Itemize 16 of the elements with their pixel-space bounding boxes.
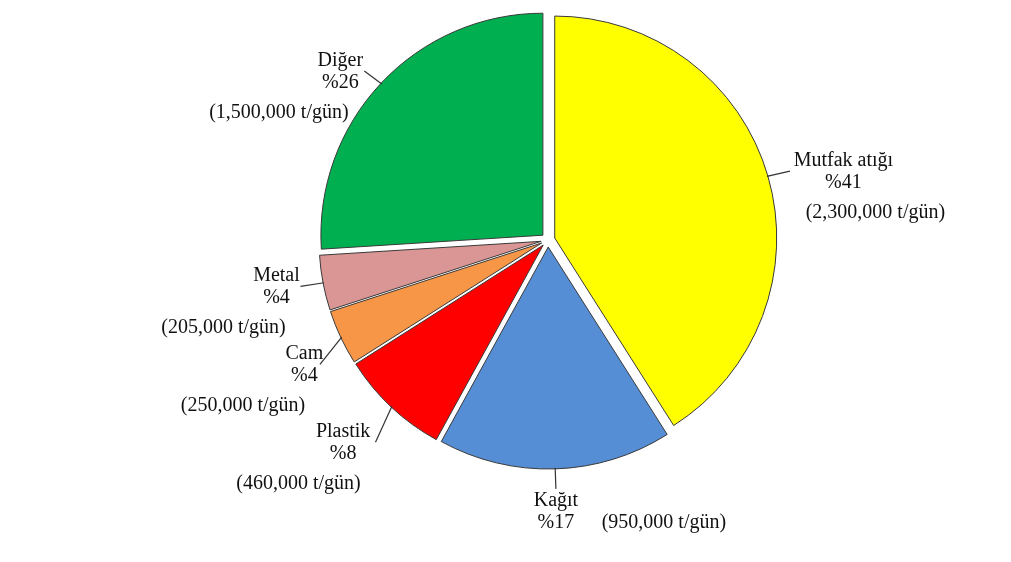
data-label: %4: [263, 285, 290, 308]
text: (205,000 t/gün): [161, 315, 286, 339]
data-label: %8: [329, 441, 357, 464]
slice-label: Metal: [253, 263, 301, 286]
text: (950,000 t/gün): [601, 509, 727, 533]
data-label: %4: [291, 363, 318, 386]
text: (1,500,000 t/gün): [209, 99, 349, 123]
slice-label: Mutfak atığı: [793, 148, 894, 172]
slice-label: Cam: [285, 341, 324, 364]
data-label: %41: [825, 170, 862, 193]
slice-label: Diğer: [317, 47, 364, 71]
text: (460,000 t/gün): [236, 471, 361, 495]
slice-label: Plastik: [315, 419, 371, 442]
text: (250,000 t/gün): [180, 393, 306, 417]
slice-label: Kağıt: [533, 487, 579, 511]
text: (2,300,000 t/gün): [805, 200, 946, 224]
